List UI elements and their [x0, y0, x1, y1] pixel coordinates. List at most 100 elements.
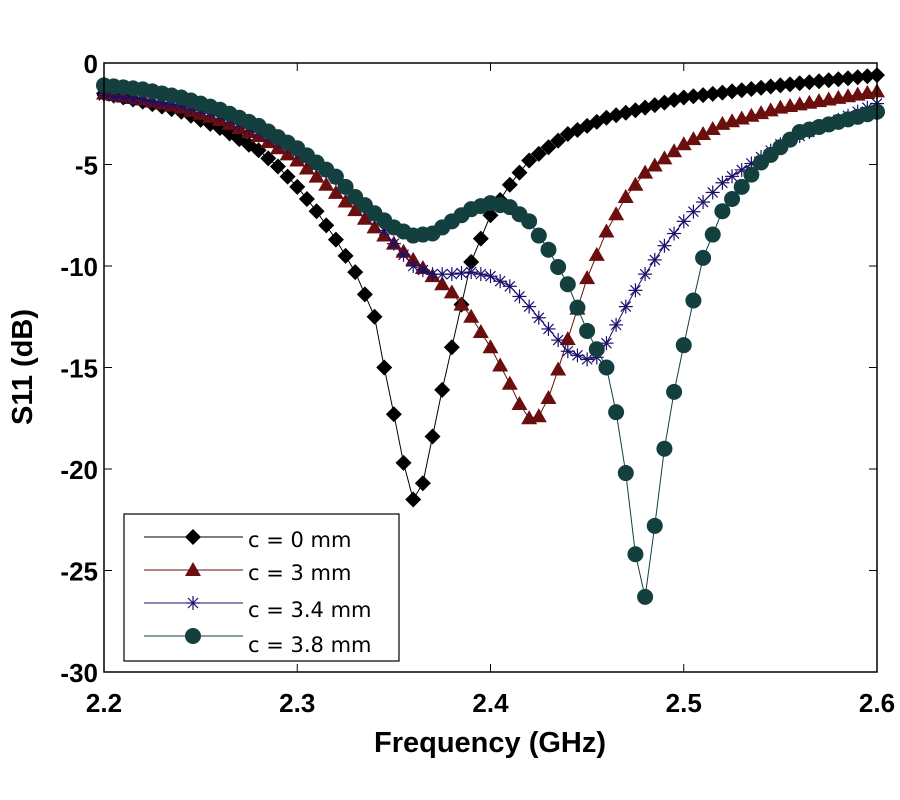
legend-label-c3: c = 3 mm — [248, 561, 351, 585]
data-point — [289, 152, 306, 167]
data-point — [666, 383, 683, 400]
data-point — [667, 226, 682, 241]
y-tick-label: -5 — [75, 151, 98, 181]
data-point — [347, 202, 364, 217]
data-point — [463, 308, 480, 323]
data-point — [435, 267, 450, 282]
legend-marker — [185, 529, 201, 545]
data-point — [472, 230, 489, 247]
legend-entry-c3-4: c = 3.4 mm — [144, 596, 371, 622]
data-point — [318, 176, 335, 191]
data-point — [675, 89, 692, 106]
data-point — [501, 375, 518, 390]
x-tick-label: 2.2 — [86, 688, 122, 718]
x-axis-title: Frequency (GHz) — [374, 727, 606, 759]
legend-label-c3-8: c = 3.8 mm — [248, 633, 371, 657]
legend-entry-c0: c = 0 mm — [144, 528, 351, 552]
data-point — [695, 126, 712, 141]
data-point — [608, 206, 625, 221]
data-point — [627, 176, 644, 191]
data-point — [714, 203, 731, 220]
data-point — [840, 70, 857, 87]
data-point — [337, 247, 354, 264]
data-point — [473, 267, 488, 282]
data-point — [617, 465, 634, 482]
legend-marker-circle — [185, 628, 201, 644]
data-point — [675, 136, 692, 151]
data-point — [859, 68, 876, 85]
y-tick-label: -25 — [60, 557, 98, 587]
legend-marker-asterisk — [186, 596, 200, 610]
data-point — [414, 475, 431, 492]
data-point — [327, 184, 344, 199]
data-point — [318, 217, 335, 234]
data-point — [791, 75, 808, 92]
data-point — [260, 150, 277, 167]
legend: c = 0 mm c = 3 mm c = 3.4 mm c = 3.8 mm — [123, 513, 400, 662]
data-point — [704, 120, 721, 135]
data-point — [733, 82, 750, 99]
data-point — [666, 143, 683, 158]
legend-marker — [186, 596, 200, 610]
data-point — [472, 323, 489, 338]
x-tick-label: 2.4 — [472, 688, 509, 718]
data-point — [696, 195, 711, 210]
data-point — [618, 299, 633, 314]
data-point — [406, 259, 421, 273]
data-point — [685, 292, 702, 309]
data-point — [638, 267, 653, 282]
data-point — [782, 76, 799, 93]
data-point — [637, 164, 654, 179]
data-point — [327, 168, 344, 185]
data-point — [386, 236, 401, 251]
legend-label-c0: c = 0 mm — [248, 528, 351, 552]
data-point — [454, 266, 469, 281]
data-point — [279, 168, 296, 185]
data-point — [570, 348, 585, 363]
legend-label-c3-4: c = 3.4 mm — [248, 598, 371, 622]
data-point — [521, 213, 538, 230]
data-point — [463, 253, 480, 270]
data-point — [820, 72, 837, 89]
y-tick-label: -15 — [60, 354, 98, 384]
data-point — [425, 267, 440, 282]
data-point — [569, 299, 586, 316]
data-point — [530, 408, 547, 423]
x-tick-label: 2.6 — [859, 688, 895, 718]
data-point — [617, 188, 634, 203]
data-point — [704, 226, 721, 243]
data-point — [434, 276, 451, 291]
legend-marker — [185, 562, 201, 576]
data-point — [453, 296, 470, 311]
data-point — [396, 247, 411, 262]
data-point — [656, 440, 673, 457]
data-point — [492, 357, 509, 372]
series-circle — [96, 77, 885, 605]
data-point — [724, 191, 741, 208]
data-point — [356, 286, 373, 303]
series-layer — [96, 67, 885, 605]
data-point — [530, 227, 547, 244]
data-point — [588, 246, 605, 261]
data-point — [646, 517, 663, 534]
y-tick-label: -30 — [60, 658, 98, 688]
y-tick-label: 0 — [84, 49, 98, 79]
data-point — [695, 249, 712, 266]
data-point — [724, 83, 741, 100]
data-point — [830, 71, 847, 88]
data-point — [550, 361, 567, 376]
x-tick-labels: 2.2 2.3 2.4 2.5 2.6 — [86, 688, 895, 718]
data-point — [608, 404, 625, 421]
data-point — [482, 339, 499, 354]
data-point — [327, 231, 344, 248]
data-point — [434, 381, 451, 398]
data-point — [675, 337, 692, 354]
data-point — [550, 132, 567, 149]
data-point — [588, 341, 605, 358]
y-tick-label: -10 — [60, 252, 98, 282]
data-point — [676, 214, 691, 229]
data-point — [772, 77, 789, 94]
data-point — [308, 168, 325, 183]
data-point — [598, 223, 615, 238]
